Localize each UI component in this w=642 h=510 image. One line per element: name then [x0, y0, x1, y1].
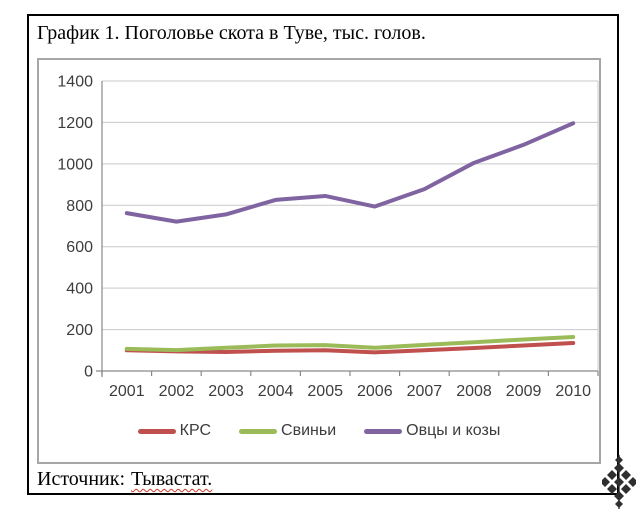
svg-text:2004: 2004	[258, 383, 294, 400]
svg-text:400: 400	[66, 281, 93, 298]
svg-text:2005: 2005	[307, 383, 343, 400]
figure-title: График 1. Поголовье скота в Туве, тыс. г…	[37, 22, 426, 44]
svg-text:200: 200	[66, 322, 93, 339]
chart-container: 0 200 400 600 800 1000 1200 1400 2001 2002 2003 200…	[37, 58, 601, 464]
svg-text:1400: 1400	[57, 74, 93, 91]
svg-text:2010: 2010	[555, 383, 591, 400]
corner-ornament-icon	[602, 455, 636, 509]
legend-item-svinyi: Свиньи	[239, 422, 336, 440]
svg-text:1200: 1200	[57, 115, 93, 132]
svg-text:2002: 2002	[159, 383, 195, 400]
source-note: Источник: Тывастат.	[37, 468, 212, 491]
legend-item-krs: КРС	[137, 422, 212, 440]
legend-marker-svinyi	[239, 428, 278, 434]
chart-legend: КРС Свиньи Овцы и козы	[39, 422, 599, 440]
svg-text:2009: 2009	[506, 383, 542, 400]
legend-label-krs: КРС	[179, 422, 212, 439]
svg-text:2001: 2001	[109, 383, 145, 400]
svg-text:800: 800	[66, 198, 93, 215]
svg-text:1000: 1000	[57, 156, 93, 173]
legend-marker-krs	[137, 428, 176, 434]
livestock-line-chart: 0 200 400 600 800 1000 1200 1400 2001 2002 2003 200…	[57, 74, 599, 400]
svg-text:2007: 2007	[407, 383, 443, 400]
source-value: Тывастат.	[131, 468, 213, 490]
legend-marker-ovtsy-kozy	[364, 428, 403, 434]
figure-frame: График 1. Поголовье скота в Туве, тыс. г…	[27, 14, 619, 495]
svg-text:2006: 2006	[357, 383, 393, 400]
svg-text:2008: 2008	[456, 383, 492, 400]
svg-text:0: 0	[84, 364, 93, 381]
svg-text:600: 600	[66, 239, 93, 256]
legend-label-svinyi: Свиньи	[281, 422, 337, 439]
svg-text:2003: 2003	[208, 383, 244, 400]
legend-item-ovtsy-kozy: Овцы и козы	[364, 422, 500, 440]
legend-label-ovtsy-kozy: Овцы и козы	[406, 422, 501, 439]
source-label: Источник:	[37, 468, 126, 490]
